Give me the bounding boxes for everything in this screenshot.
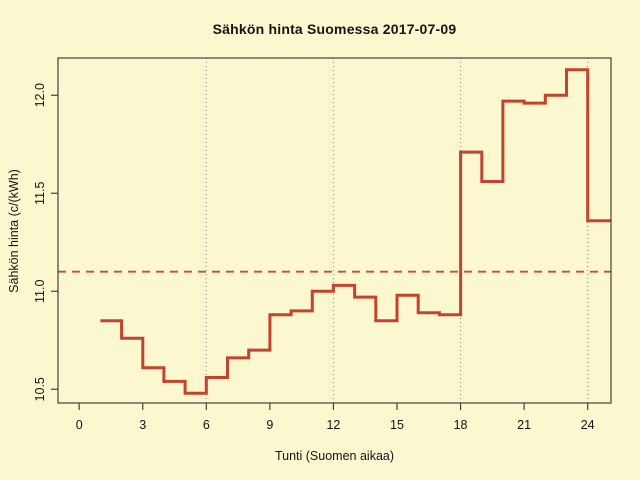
y-tick-label: 11.0	[33, 280, 47, 303]
x-tick-label: 15	[390, 418, 404, 432]
y-tick-label: 10.5	[33, 377, 47, 401]
x-tick-label: 9	[266, 418, 273, 432]
plot-box	[57, 57, 612, 404]
x-tick-label: 18	[454, 418, 468, 432]
y-tick-label: 11.5	[33, 182, 47, 205]
chart-title: Sähkön hinta Suomessa 2017-07-09	[212, 21, 457, 37]
x-tick-label: 12	[326, 418, 340, 432]
x-axis-title: Tunti (Suomen aikaa)	[274, 449, 395, 463]
price-step-line	[100, 68, 611, 395]
y-tick-label: 12.0	[33, 83, 47, 107]
x-tick-label: 24	[581, 418, 595, 432]
x-tick-label: 3	[139, 418, 146, 432]
x-tick-label: 6	[203, 418, 210, 432]
y-axis-title: Sähkön hinta (c/(kWh)	[7, 169, 21, 293]
x-tick-label: 0	[76, 418, 83, 432]
x-tick-label: 21	[517, 418, 531, 432]
